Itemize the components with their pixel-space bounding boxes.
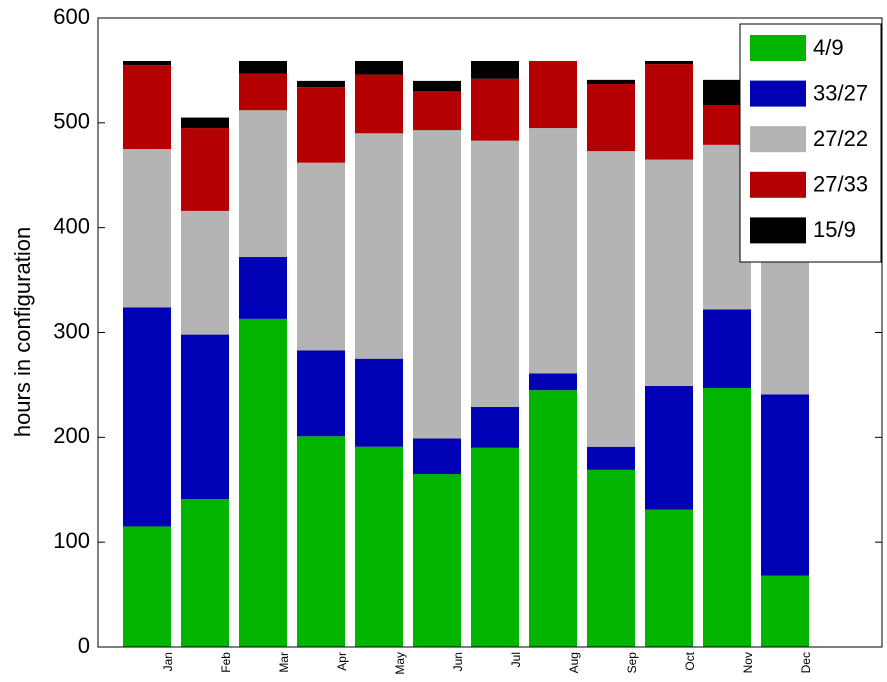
legend-swatch	[750, 126, 806, 153]
bar-segment	[529, 128, 578, 374]
bar-segment	[413, 91, 462, 131]
bar-segment	[239, 318, 288, 647]
bar-segment	[703, 388, 752, 647]
bar-segment	[239, 60, 288, 74]
bar-segment	[123, 65, 172, 150]
bar-segment	[645, 385, 694, 510]
bar-segment	[239, 73, 288, 111]
y-tick-label: 300	[53, 318, 90, 343]
bar-segment	[587, 469, 636, 647]
bar-segment	[645, 159, 694, 386]
bar-segment	[297, 436, 346, 647]
legend-label: 27/22	[813, 126, 868, 151]
x-tick-label: Jul	[509, 652, 523, 667]
bar-segment	[587, 151, 636, 447]
x-tick-label: Apr	[335, 652, 349, 671]
bar-segment	[239, 257, 288, 319]
y-tick-label: 500	[53, 109, 90, 134]
bar-segment	[355, 133, 404, 359]
bar-segment	[413, 474, 462, 647]
bar-segment	[761, 575, 810, 647]
bar-segment	[413, 438, 462, 475]
bar-segment	[587, 84, 636, 152]
legend-label: 4/9	[813, 35, 844, 60]
bar-segment	[181, 499, 230, 647]
y-axis-label: hours in configuration	[10, 227, 35, 437]
y-tick-label: 600	[53, 4, 90, 29]
bar-segment	[529, 373, 578, 391]
x-tick-label: Aug	[567, 652, 581, 673]
bar-segment	[587, 446, 636, 470]
bar-segment	[645, 509, 694, 647]
bar-segment	[297, 162, 346, 351]
legend-swatch	[750, 35, 806, 61]
bar-segment	[355, 74, 404, 134]
bar-segment	[471, 60, 520, 79]
x-tick-label: Mar	[277, 652, 291, 673]
bar-segment	[181, 210, 230, 335]
y-tick-label: 400	[53, 213, 90, 238]
bar-segment	[471, 140, 520, 407]
y-tick-label: 0	[78, 633, 90, 658]
bar-segment	[471, 78, 520, 141]
bar-segment	[471, 406, 520, 448]
bar-segment	[297, 350, 346, 437]
bar-segment	[123, 526, 172, 647]
bar-segment	[413, 130, 462, 439]
legend-swatch	[750, 217, 806, 244]
x-tick-label: May	[393, 652, 407, 675]
x-tick-label: Jan	[161, 652, 175, 671]
bar-segment	[239, 110, 288, 258]
bar-segment	[529, 60, 578, 129]
bar-segment	[413, 80, 462, 92]
y-tick-label: 200	[53, 423, 90, 448]
legend-label: 27/33	[813, 172, 868, 197]
x-tick-label: Oct	[683, 651, 697, 670]
bar-segment	[181, 128, 230, 211]
bar-segment	[123, 307, 172, 527]
bar-segment	[645, 64, 694, 160]
bar-segment	[123, 149, 172, 308]
bar-segment	[181, 117, 230, 129]
legend-label: 15/9	[813, 217, 856, 242]
legend-label: 33/27	[813, 80, 868, 105]
bar-segment	[761, 394, 810, 576]
x-tick-label: Feb	[219, 652, 233, 673]
bar-segment	[529, 390, 578, 647]
x-tick-label: Dec	[799, 652, 813, 673]
x-tick-label: Jun	[451, 652, 465, 671]
bar-segment	[645, 60, 694, 65]
bar-segment	[587, 79, 636, 85]
bar-segment	[471, 447, 520, 647]
bar-segment	[297, 80, 346, 88]
bar-segment	[123, 60, 172, 66]
bar-segment	[355, 446, 404, 647]
bar-segment	[297, 87, 346, 163]
x-tick-label: Sep	[625, 652, 639, 674]
legend-swatch	[750, 171, 806, 198]
y-tick-label: 100	[53, 528, 90, 553]
bar-segment	[355, 60, 404, 75]
bar-segment	[355, 358, 404, 447]
bar-segment	[703, 309, 752, 389]
legend-swatch	[750, 80, 806, 107]
bar-segment	[181, 334, 230, 500]
x-tick-label: Nov	[741, 652, 755, 673]
